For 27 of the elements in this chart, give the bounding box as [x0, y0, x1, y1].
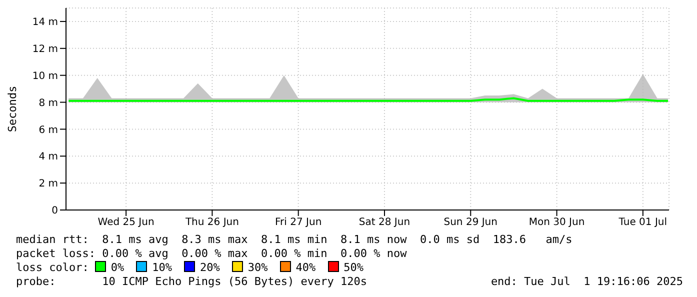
y-tick-label: 10 m [32, 70, 58, 82]
legend-label: 10% [151, 261, 172, 274]
x-tick-label: Sat 28 Jun [358, 217, 410, 228]
y-tick-label: 14 m [32, 17, 58, 28]
y-tick-label: 8 m [38, 98, 58, 109]
legend-label: 0% [110, 261, 124, 274]
x-tick-label: Thu 26 Jun [184, 217, 239, 228]
y-tick-label: 6 m [38, 124, 58, 136]
text: loss color: [16, 261, 89, 274]
text: end: Tue Jul 1 19:16:06 2025 [490, 275, 683, 289]
x-tick-label: Mon 30 Jun [528, 217, 585, 228]
y-tick-label: 4 m [38, 152, 58, 163]
y-tick-label: 0 [52, 206, 58, 217]
legend-label: 20% [198, 261, 220, 274]
y-axis-title: Seconds [6, 86, 19, 132]
legend-label: 50% [342, 261, 364, 274]
text: probe: 10 ICMP Echo Pings (56 Bytes) every 120s [16, 275, 367, 289]
text: packet loss: 0.00 % avg 0.00 % max 0.00 % min 0.00 % now [16, 247, 408, 261]
x-tick-label: Wed 25 Jun [98, 217, 154, 228]
text: median rtt: 8.1 ms avg 8.3 ms max 8.1 ms min 8.1 ms now 0.0 ms sd 183.6 am/s [16, 233, 574, 247]
legend-label: 40% [294, 261, 316, 274]
legend-label: 30% [246, 261, 268, 274]
x-tick-label: Fri 27 Jun [275, 217, 322, 228]
x-tick-label: Sun 29 Jun [444, 217, 498, 228]
y-tick-label: 2 m [38, 178, 58, 190]
x-tick-label: Tue 01 Jul [618, 217, 668, 228]
y-tick-label: 12 m [32, 44, 58, 55]
